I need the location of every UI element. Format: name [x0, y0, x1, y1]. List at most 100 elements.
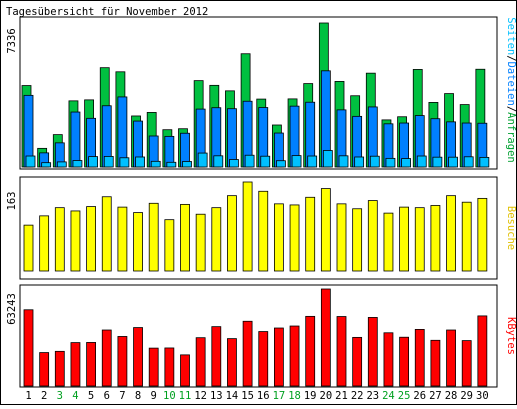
- x-tick-label-day-15: 15: [241, 390, 254, 402]
- x-tick-label-day-29: 29: [460, 390, 473, 402]
- bar-kbytes-day-20: [320, 288, 331, 387]
- bar-besuche-day-18: [289, 204, 300, 272]
- bar-besuche-day-20: [320, 188, 331, 272]
- bar-kbytes-day-7: [117, 336, 128, 387]
- bar-seiten-day-14: [229, 159, 239, 168]
- bar-besuche-day-10: [164, 219, 175, 272]
- bar-seiten-day-24: [385, 157, 396, 168]
- bar-besuche-day-13: [211, 207, 222, 272]
- bar-besuche-day-17: [273, 203, 284, 272]
- bar-besuche-day-24: [383, 212, 394, 272]
- bar-seiten-day-10: [166, 161, 177, 168]
- legend-dateien: Dateien: [505, 62, 516, 106]
- x-tick-label-day-22: 22: [351, 390, 364, 402]
- x-tick-label-day-12: 12: [194, 390, 207, 402]
- bar-kbytes-day-3: [54, 350, 65, 387]
- bar-kbytes-day-13: [211, 326, 222, 387]
- bar-besuche-day-25: [399, 206, 410, 272]
- bar-seiten-day-26: [416, 155, 427, 168]
- bar-seiten-day-13: [213, 155, 224, 168]
- bar-kbytes-day-25: [399, 336, 410, 387]
- bar-besuche-day-6: [101, 196, 112, 272]
- bar-kbytes-day-5: [86, 342, 96, 387]
- x-tick-label-day-5: 5: [88, 390, 94, 402]
- bar-seiten-day-29: [463, 156, 474, 168]
- bar-seiten-day-27: [432, 156, 443, 168]
- legend-besuche: Besuche: [505, 206, 516, 250]
- x-tick-label-day-21: 21: [335, 390, 348, 402]
- bar-besuche-day-26: [414, 207, 425, 272]
- x-tick-label-day-10: 10: [163, 390, 176, 402]
- bar-seiten-day-23: [369, 155, 380, 168]
- x-tick-label-day-23: 23: [366, 390, 379, 402]
- legend-hits: Seiten/Dateien/Anfragen: [505, 17, 516, 162]
- bar-besuche-day-30: [477, 197, 488, 272]
- bar-kbytes-day-17: [273, 327, 284, 387]
- bar-kbytes-day-4: [70, 342, 81, 387]
- bar-seiten-day-8: [135, 156, 145, 168]
- bar-besuche-day-16: [258, 190, 269, 272]
- x-tick-label-day-2: 2: [41, 390, 47, 402]
- bar-kbytes-day-12: [195, 337, 206, 387]
- bar-kbytes-day-11: [180, 354, 190, 387]
- legend-sep-1: /: [505, 55, 516, 61]
- x-tick-label-day-13: 13: [210, 390, 223, 402]
- bar-seiten-day-22: [354, 156, 365, 168]
- x-tick-label-day-24: 24: [382, 390, 395, 402]
- bar-besuche-day-23: [367, 200, 378, 272]
- legend-sep-2: /: [505, 106, 516, 112]
- bar-besuche-day-8: [133, 212, 143, 272]
- bar-seiten-day-12: [197, 152, 208, 168]
- bar-seiten-day-30: [479, 156, 490, 168]
- x-tick-label-day-3: 3: [57, 390, 63, 402]
- bar-seiten-day-15: [244, 154, 255, 168]
- bar-dateien-day-14: [227, 108, 237, 168]
- bar-besuche-day-22: [352, 208, 363, 272]
- bar-seiten-day-5: [88, 156, 98, 168]
- x-tick-labels: 1 2 3 4 5 6 7 8 9 10 11 12 13 14 15 16 17 18 19 20 21 22 23 24 2…: [25, 390, 488, 402]
- bar-dateien-day-7: [117, 96, 128, 168]
- bar-kbytes-day-2: [39, 352, 50, 387]
- bar-besuche-day-12: [195, 213, 206, 272]
- bar-besuche-day-2: [39, 215, 50, 272]
- x-tick-label-day-18: 18: [288, 390, 301, 402]
- chart-marks: [21, 22, 490, 387]
- bar-besuche-day-11: [180, 203, 190, 272]
- y-max-label-kbytes: 63243: [6, 293, 18, 325]
- bar-besuche-day-14: [227, 195, 237, 272]
- bar-kbytes-day-22: [352, 336, 363, 387]
- x-tick-label-day-14: 14: [226, 390, 239, 402]
- bar-kbytes-day-18: [289, 325, 300, 387]
- bar-besuche-day-7: [117, 206, 128, 272]
- x-tick-label-day-1: 1: [25, 390, 31, 402]
- bar-kbytes-day-16: [258, 331, 269, 387]
- bar-seiten-day-1: [25, 155, 36, 168]
- bar-besuche-day-27: [430, 205, 441, 272]
- bar-besuche-day-9: [148, 202, 159, 272]
- bar-kbytes-day-14: [227, 338, 237, 387]
- x-tick-label-day-11: 11: [179, 390, 192, 402]
- bar-kbytes-day-30: [477, 315, 488, 387]
- bar-seiten-day-7: [119, 157, 130, 168]
- bar-besuche-day-4: [70, 210, 81, 272]
- bar-seiten-day-4: [72, 160, 83, 168]
- bar-kbytes-day-19: [305, 315, 316, 387]
- x-tick-label-day-4: 4: [72, 390, 78, 402]
- x-tick-label-day-27: 27: [429, 390, 442, 402]
- bar-kbytes-day-23: [367, 317, 378, 387]
- bar-seiten-day-17: [275, 160, 286, 168]
- legend-kbytes: KBytes: [505, 317, 516, 355]
- bar-kbytes-day-8: [133, 327, 143, 387]
- x-tick-label-day-30: 30: [476, 390, 489, 402]
- bar-besuche-day-15: [242, 181, 253, 272]
- bar-kbytes-day-27: [430, 339, 441, 387]
- chart-title: Tagesübersicht für November 2012: [6, 6, 208, 18]
- bar-kbytes-day-24: [383, 332, 394, 387]
- bar-besuche-day-29: [461, 201, 472, 272]
- x-tick-label-day-20: 20: [320, 390, 333, 402]
- x-tick-label-day-28: 28: [445, 390, 458, 402]
- x-tick-label-day-25: 25: [398, 390, 411, 402]
- x-tick-label-day-26: 26: [413, 390, 426, 402]
- bar-seiten-day-25: [401, 158, 412, 168]
